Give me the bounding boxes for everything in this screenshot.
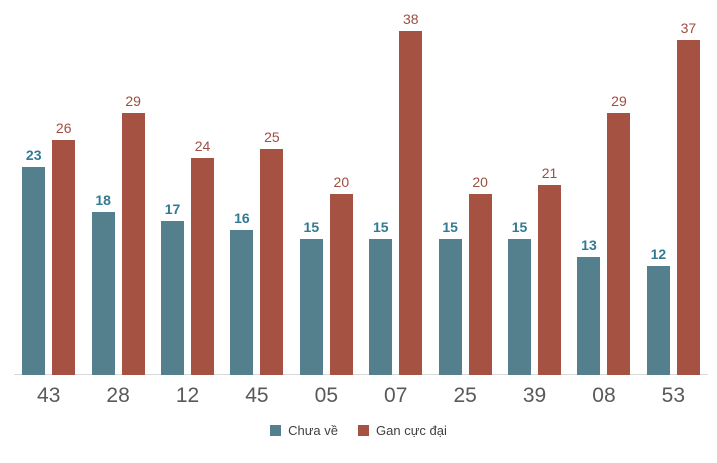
bar-value-label: 20	[472, 174, 488, 190]
bar-group: 18 29	[83, 0, 152, 375]
bar-gan-cuc-dai: 37	[676, 21, 700, 375]
bar-group: 15 20	[430, 0, 499, 375]
bar-value-label: 12	[650, 246, 667, 262]
bar-chua-ve: 15	[369, 220, 393, 375]
legend-label-chua-ve: Chưa về	[288, 423, 339, 438]
x-axis-line	[14, 374, 708, 375]
x-axis-tick-label: 43	[37, 384, 61, 407]
bar-value-label: 15	[303, 219, 320, 235]
bar-value-label: 15	[442, 219, 458, 235]
bar-group: 15 21	[500, 0, 569, 375]
bar-value-label: 26	[55, 120, 72, 136]
x-axis-tick-label: 25	[453, 384, 477, 407]
bar-group: 13 29	[569, 0, 638, 375]
plot-area: 23 26 18 29 17 24 16 25 15 20 15 38 15 20 15 21 13 29 12 37	[14, 0, 708, 375]
bar-value-label: 15	[372, 219, 389, 235]
bar-chua-ve: 17	[161, 202, 185, 375]
x-axis-tick-label: 45	[245, 384, 269, 407]
bar-group: 16 25	[222, 0, 291, 375]
bar-group: 15 20	[292, 0, 361, 375]
bar-value-label: 24	[194, 138, 211, 154]
bar-value-label: 21	[541, 165, 558, 181]
bar-value-label: 20	[333, 174, 350, 190]
legend-label-gan-cuc-dai: Gan cực đại	[376, 423, 447, 438]
legend-item-gan-cuc-dai: Gan cực đại	[358, 423, 447, 438]
bar-group: 23 26	[14, 0, 83, 375]
bar-value-label: 13	[581, 237, 597, 253]
bar-chua-ve: 23	[22, 148, 46, 375]
bar-chua-ve: 15	[438, 220, 462, 375]
bar-gan-cuc-dai: 24	[191, 139, 215, 375]
bar-value-label: 25	[264, 129, 280, 145]
bar-value-label: 15	[511, 219, 528, 235]
bar-value-label: 29	[611, 93, 627, 109]
bar-value-label: 16	[234, 210, 250, 226]
bar-group: 17 24	[153, 0, 222, 375]
x-axis-tick-label: 53	[661, 384, 686, 407]
legend: Chưa về Gan cực đại	[0, 423, 717, 438]
bar-chua-ve: 15	[299, 220, 323, 375]
legend-item-chua-ve: Chưa về	[270, 423, 338, 438]
bar-gan-cuc-dai: 26	[52, 121, 76, 375]
legend-swatch-teal-icon	[270, 425, 282, 436]
bar-gan-cuc-dai: 25	[260, 130, 284, 375]
bar-value-label: 18	[95, 192, 111, 208]
legend-swatch-red-icon	[358, 425, 370, 436]
x-axis-tick-label: 39	[522, 384, 547, 407]
bar-chua-ve: 13	[577, 238, 601, 375]
bar-value-label: 38	[402, 11, 419, 27]
bar-chua-ve: 16	[230, 211, 254, 375]
bar-group: 15 38	[361, 0, 430, 375]
bar-value-label: 29	[125, 93, 141, 109]
bar-value-label: 37	[680, 20, 697, 36]
bar-value-label: 23	[25, 147, 42, 163]
bar-chua-ve: 12	[646, 247, 670, 375]
bar-chua-ve: 18	[91, 193, 115, 375]
x-axis-labels: 43 28 12 45 05 07 25 39 08 53	[0, 384, 717, 408]
bar-chua-ve: 15	[508, 220, 532, 375]
bar-gan-cuc-dai: 21	[538, 166, 562, 375]
bar-value-label: 17	[164, 201, 181, 217]
bar-gan-cuc-dai: 38	[399, 12, 423, 375]
bar-gan-cuc-dai: 20	[329, 175, 353, 375]
bar-gan-cuc-dai: 20	[468, 175, 492, 375]
bar-gan-cuc-dai: 29	[121, 94, 145, 375]
x-axis-tick-label: 05	[314, 384, 338, 407]
bar-group: 12 37	[639, 0, 708, 375]
x-axis-tick-label: 12	[175, 384, 200, 407]
bar-gan-cuc-dai: 29	[607, 94, 631, 375]
x-axis-tick-label: 08	[592, 384, 616, 407]
x-axis-tick-label: 28	[106, 384, 130, 407]
x-axis-tick-label: 07	[384, 384, 408, 407]
